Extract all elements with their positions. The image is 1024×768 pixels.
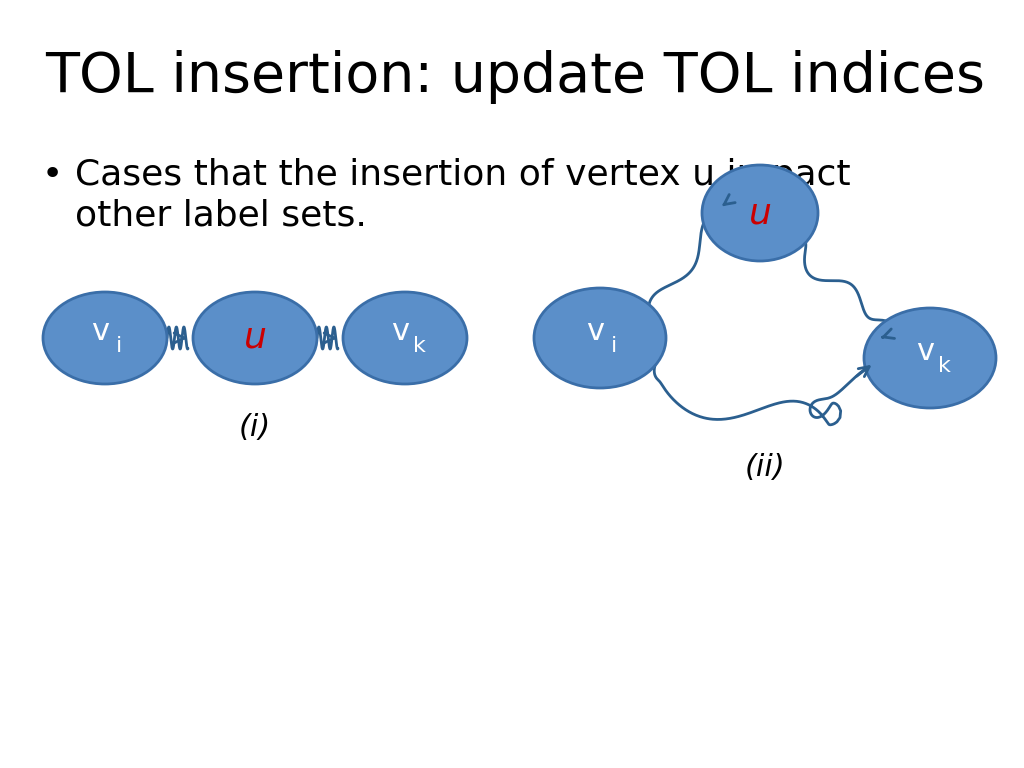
Text: u: u bbox=[244, 321, 266, 355]
Ellipse shape bbox=[193, 292, 317, 384]
Text: k: k bbox=[938, 356, 950, 376]
Text: i: i bbox=[611, 336, 617, 356]
Text: v: v bbox=[91, 317, 109, 346]
Ellipse shape bbox=[534, 288, 666, 388]
Text: (ii): (ii) bbox=[744, 453, 785, 482]
Text: TOL insertion: update TOL indices: TOL insertion: update TOL indices bbox=[45, 50, 985, 104]
Text: v: v bbox=[586, 317, 604, 346]
Text: •: • bbox=[42, 158, 63, 192]
Ellipse shape bbox=[702, 165, 818, 261]
Text: other label sets.: other label sets. bbox=[75, 198, 367, 232]
Text: k: k bbox=[413, 336, 425, 356]
Ellipse shape bbox=[864, 308, 996, 408]
Ellipse shape bbox=[343, 292, 467, 384]
Text: v: v bbox=[916, 337, 934, 366]
Text: Cases that the insertion of vertex u impact: Cases that the insertion of vertex u imp… bbox=[75, 158, 851, 192]
Ellipse shape bbox=[43, 292, 167, 384]
Text: i: i bbox=[116, 336, 122, 356]
Text: u: u bbox=[749, 196, 771, 230]
Text: (i): (i) bbox=[239, 413, 271, 442]
Text: v: v bbox=[391, 317, 409, 346]
